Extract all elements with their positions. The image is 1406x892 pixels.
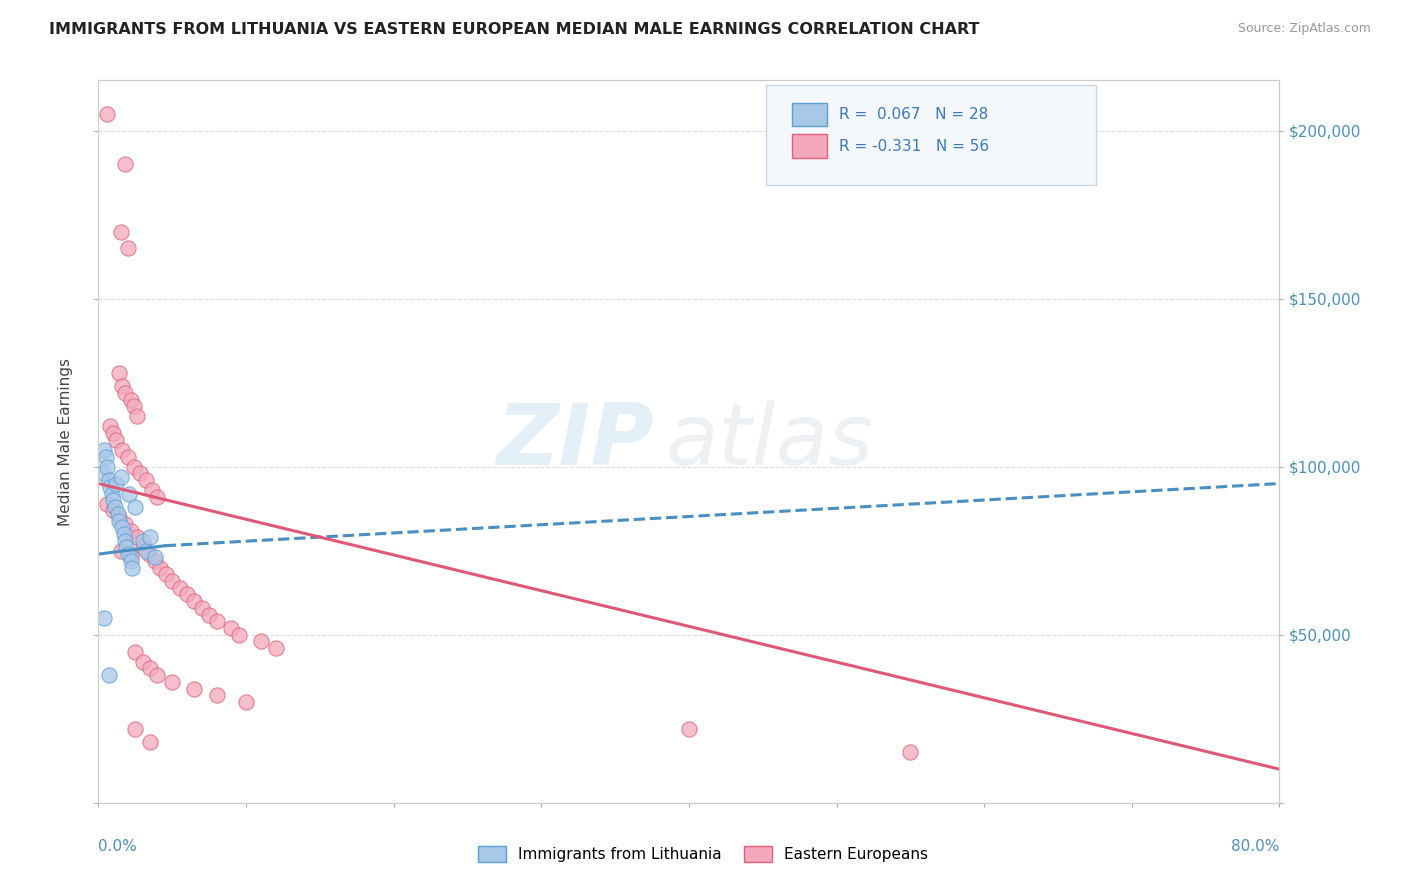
Bar [792, 135, 827, 158]
FancyBboxPatch shape [766, 86, 1097, 185]
Point [198, 607, 221, 622]
Point [103, 493, 125, 508]
Point [183, 594, 205, 608]
Point [264, 641, 287, 656]
Point [104, 500, 127, 514]
Point [162, 674, 183, 689]
Point [117, 547, 139, 561]
Point [107, 507, 129, 521]
Point [125, 409, 148, 424]
Point [120, 550, 142, 565]
Point [124, 722, 146, 736]
Point [149, 560, 172, 574]
Y-axis label: Median Male Earnings: Median Male Earnings [58, 358, 73, 525]
Point [900, 745, 922, 759]
Point [114, 385, 136, 400]
Point [235, 695, 257, 709]
Point [135, 543, 157, 558]
Point [96, 497, 118, 511]
Point [191, 600, 214, 615]
Point [114, 516, 136, 531]
Point [120, 524, 142, 538]
Point [141, 483, 163, 498]
Point [162, 574, 183, 588]
Point [114, 157, 136, 171]
Point [122, 399, 145, 413]
Point [139, 530, 162, 544]
Text: 80.0%: 80.0% [1232, 838, 1279, 854]
Point [111, 379, 134, 393]
Point [110, 225, 132, 239]
Point [110, 470, 132, 484]
Point [124, 500, 146, 514]
Point [135, 473, 157, 487]
Point [91, 467, 114, 481]
Point [122, 459, 145, 474]
Text: R =  0.067   N = 28: R = 0.067 N = 28 [839, 107, 988, 121]
Point [205, 688, 228, 702]
Point [93, 611, 115, 625]
Point [112, 527, 135, 541]
Point [108, 510, 131, 524]
Point [103, 426, 125, 441]
Point [93, 442, 115, 457]
Point [111, 520, 134, 534]
Point [103, 503, 125, 517]
Text: IMMIGRANTS FROM LITHUANIA VS EASTERN EUROPEAN MEDIAN MALE EARNINGS CORRELATION C: IMMIGRANTS FROM LITHUANIA VS EASTERN EUR… [49, 22, 980, 37]
Bar [792, 103, 827, 126]
Text: ZIP: ZIP [496, 400, 654, 483]
Point [205, 615, 228, 629]
Text: R = -0.331   N = 56: R = -0.331 N = 56 [839, 138, 988, 153]
Point [155, 567, 177, 582]
Point [100, 486, 122, 500]
Point [176, 587, 198, 601]
Point [117, 241, 139, 255]
Point [118, 486, 141, 500]
Point [105, 476, 128, 491]
Text: Source: ZipAtlas.com: Source: ZipAtlas.com [1237, 22, 1371, 36]
Point [143, 554, 166, 568]
Point [139, 735, 162, 749]
Point [115, 541, 138, 555]
Point [98, 419, 121, 434]
Point [97, 473, 120, 487]
Point [139, 661, 162, 675]
Point [250, 634, 273, 648]
Legend: Immigrants from Lithuania, Eastern Europeans: Immigrants from Lithuania, Eastern Europ… [472, 839, 934, 868]
Text: atlas: atlas [665, 400, 873, 483]
Point [146, 490, 169, 504]
Point [108, 366, 131, 380]
Point [117, 450, 139, 464]
Point [132, 533, 155, 548]
Point [124, 644, 146, 658]
Point [132, 541, 155, 555]
Point [169, 581, 191, 595]
Point [221, 621, 243, 635]
Point [96, 459, 118, 474]
Text: 0.0%: 0.0% [98, 838, 138, 854]
Point [183, 681, 205, 696]
Point [143, 550, 166, 565]
Point [120, 554, 142, 568]
Point [120, 392, 142, 407]
Point [114, 533, 136, 548]
Point [121, 560, 143, 574]
Point [128, 467, 150, 481]
Point [125, 530, 148, 544]
Point [678, 722, 700, 736]
Point [110, 543, 132, 558]
Point [97, 668, 120, 682]
Point [111, 442, 134, 457]
Point [108, 514, 131, 528]
Point [132, 655, 155, 669]
Point [138, 547, 160, 561]
Point [98, 480, 121, 494]
Point [146, 668, 169, 682]
Point [228, 628, 250, 642]
Point [105, 433, 128, 447]
Point [96, 107, 118, 121]
Point [94, 450, 117, 464]
